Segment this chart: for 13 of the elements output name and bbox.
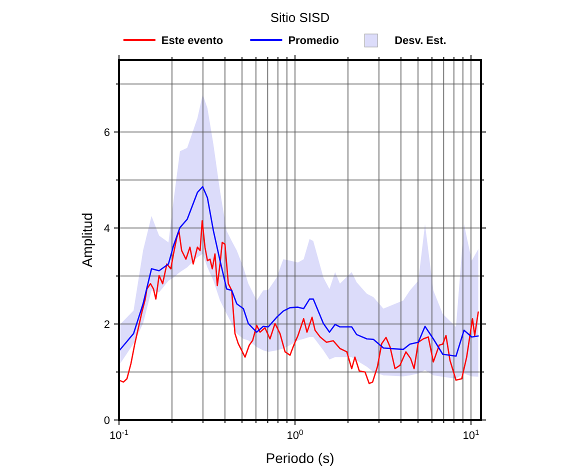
- y-tick-label: 0: [104, 415, 110, 427]
- x-tick-label: 10$^{0}$: [286, 428, 304, 442]
- x-axis-title: Periodo (s): [266, 450, 334, 466]
- y-tick-label: 6: [104, 127, 110, 139]
- x-tick-label: 10$^{-1}$: [109, 428, 129, 442]
- y-tick-label: 4: [104, 223, 110, 235]
- y-axis-title: Amplitud: [79, 212, 95, 268]
- x-tick-label: 10$^{1}$: [462, 428, 480, 442]
- legend-label: Desv. Est.: [394, 35, 446, 47]
- chart-title: Sitio SISD: [270, 10, 330, 25]
- y-tick-label: 2: [104, 319, 110, 331]
- legend-label: Promedio: [288, 35, 340, 47]
- legend-label: Este evento: [161, 35, 224, 47]
